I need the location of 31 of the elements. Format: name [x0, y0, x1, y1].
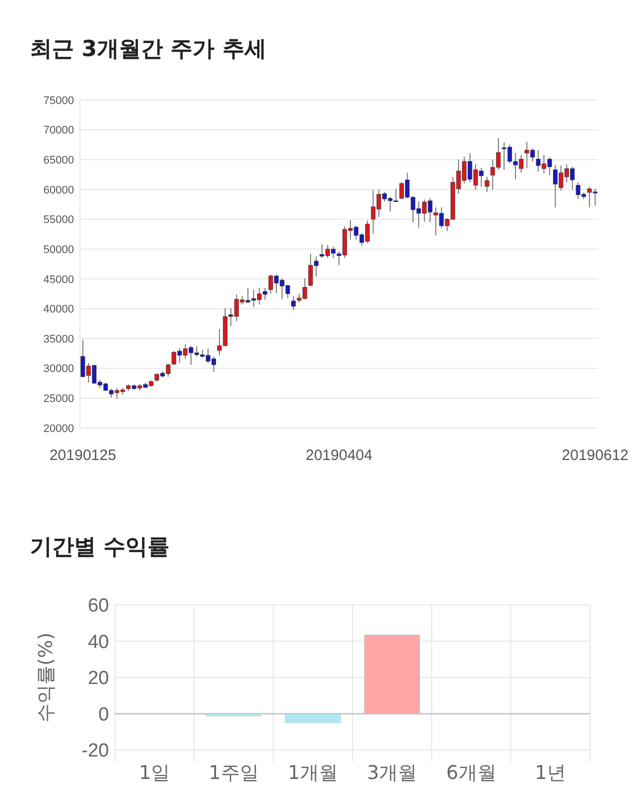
y-tick-label: 65000 [43, 154, 74, 166]
y-tick-label: 40000 [43, 304, 74, 316]
y-tick-label: -20 [82, 740, 109, 762]
y-tick-label: 55000 [43, 214, 74, 226]
y-tick-label: 60000 [43, 184, 74, 196]
x-tick-label: 1주일 [208, 762, 259, 784]
y-tick-label: 60 [88, 596, 109, 617]
y-tick-label: 30000 [43, 363, 74, 376]
y-tick-label: 75000 [43, 94, 74, 107]
y-tick-label: 50000 [43, 244, 74, 256]
candlestick [484, 176, 490, 192]
y-tick-label: 0 [98, 704, 109, 726]
candlestick [291, 296, 296, 310]
chart-title: 기간별 수익률 [30, 535, 170, 560]
x-tick-label: 20190612 [562, 447, 629, 464]
y-axis-title: 수익률(%) [35, 632, 57, 722]
chart-title: 최근 3개월간 주가 추세 [30, 37, 266, 62]
x-tick-label: 20190125 [49, 447, 116, 464]
y-tick-label: 70000 [43, 124, 74, 137]
y-tick-label: 25000 [43, 393, 74, 406]
y-tick-label: 20000 [43, 422, 74, 435]
x-tick-label: 1일 [139, 762, 170, 784]
x-tick-label: 6개월 [446, 762, 496, 784]
x-tick-label: 20190404 [306, 447, 372, 464]
x-tick-label: 3개월 [367, 762, 418, 784]
x-tick-label: 1년 [534, 762, 566, 784]
y-tick-label: 20 [88, 668, 109, 690]
y-tick-label: 40 [88, 632, 109, 653]
y-tick-label: 45000 [43, 274, 74, 286]
y-tick-label: 35000 [43, 333, 74, 346]
x-tick-label: 1개월 [288, 762, 338, 784]
